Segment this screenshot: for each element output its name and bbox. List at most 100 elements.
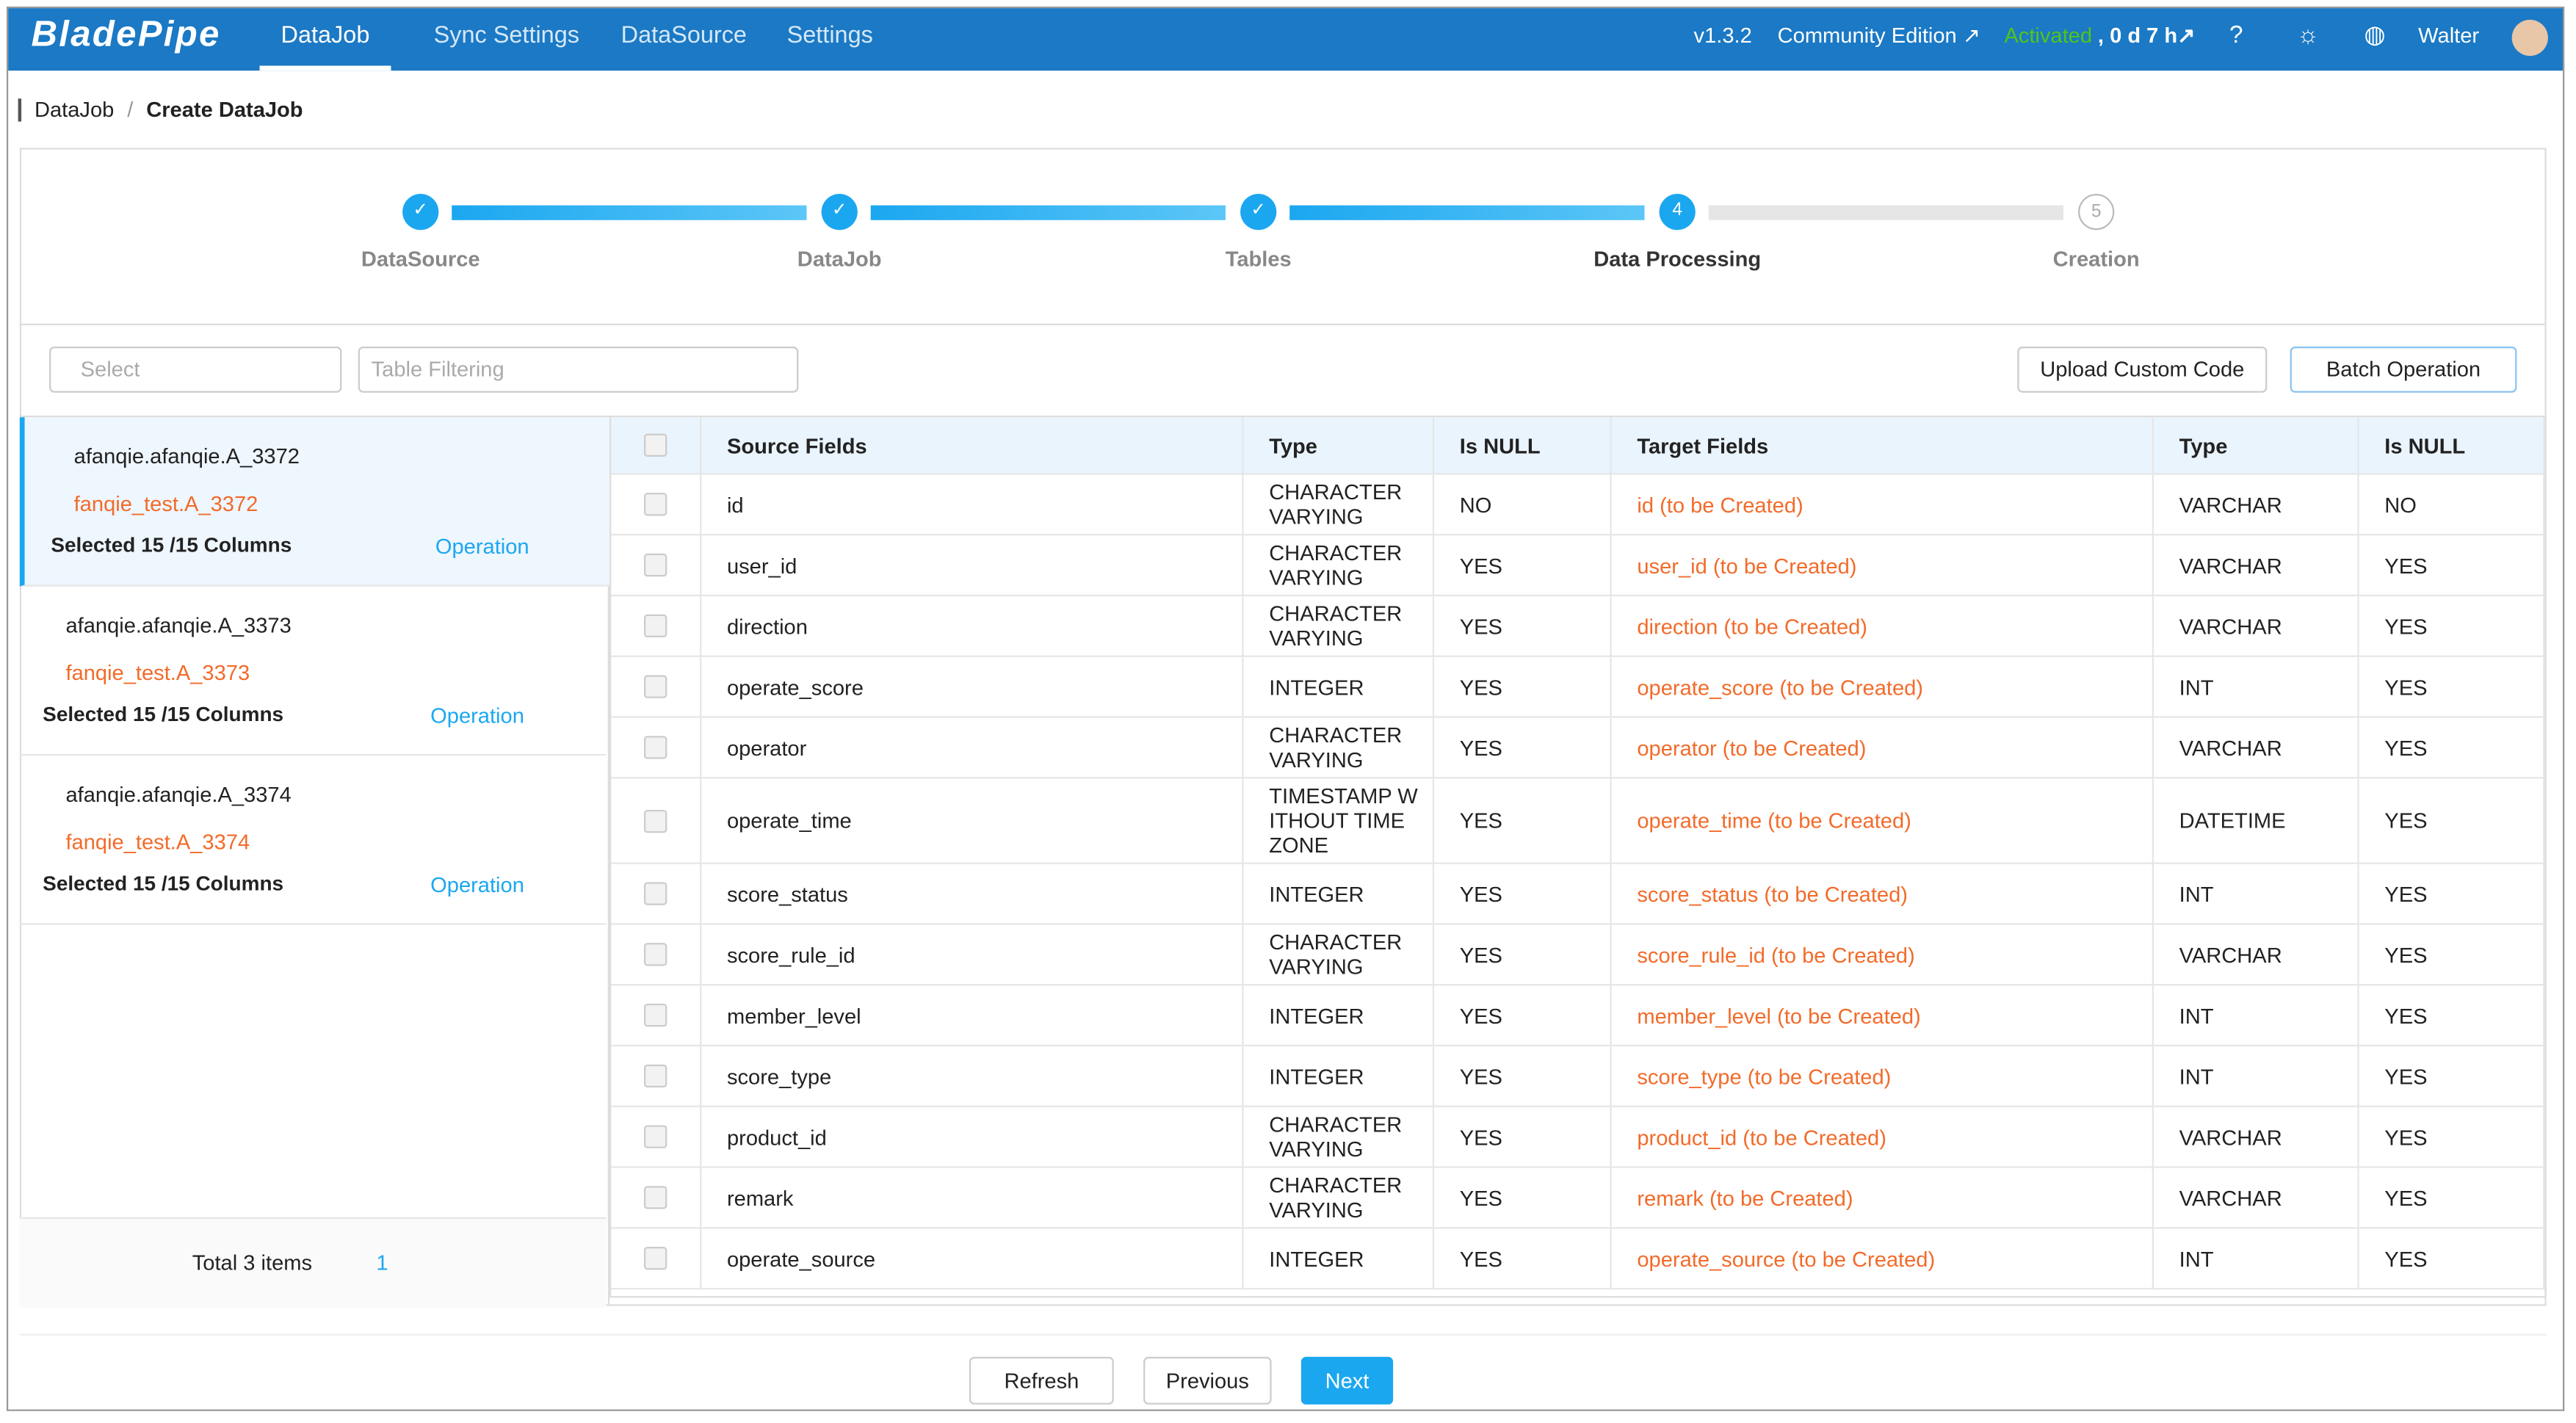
checkbox[interactable] [643, 1125, 667, 1148]
cell: product_id [700, 1106, 1243, 1168]
step-label: Creation [2052, 246, 2140, 272]
step-label: DataJob [797, 246, 882, 272]
source-table: afanqie.afanqie.A_3374 [65, 781, 292, 807]
cell: YES [2357, 924, 2544, 986]
checkbox[interactable] [643, 882, 667, 905]
checkbox[interactable] [643, 433, 667, 457]
operation-link[interactable]: Operation [435, 534, 529, 559]
checkbox[interactable] [643, 614, 667, 638]
table-item[interactable]: afanqie.afanqie.A_3373 fanqie_test.A_3373… [19, 587, 607, 756]
cell: operate_time [700, 778, 1243, 864]
step-icon: 4 [1659, 193, 1696, 231]
cell: YES [1432, 1167, 1611, 1229]
selected-count: Selected 15 /15 Columns [43, 703, 284, 726]
cell: user_id (to be Created) [1610, 535, 2153, 597]
checkbox-cell [611, 1106, 701, 1168]
edition[interactable]: Community Edition ↗ [1777, 23, 1981, 48]
target-table: fanqie_test.A_3373 [65, 660, 250, 685]
cell: INTEGER [1242, 985, 1433, 1047]
nav-item[interactable]: DataSource [621, 23, 747, 50]
field-table: Source Fields Type Is NULL Target Fields Typ… [609, 416, 2547, 1298]
checkbox[interactable] [643, 808, 667, 833]
cell: INT [2152, 656, 2359, 718]
checkbox[interactable] [643, 943, 667, 966]
header-cell: Target Fields [1610, 417, 2153, 475]
activated: Activated [2004, 23, 2093, 48]
nav-item[interactable]: DataJob [259, 8, 391, 71]
cell: YES [2357, 1167, 2544, 1229]
cell: VARCHAR [2152, 474, 2359, 536]
operation-link[interactable]: Operation [430, 703, 524, 728]
refresh-button[interactable]: Refresh [969, 1356, 1114, 1405]
batch-button[interactable]: Batch Operation [2290, 347, 2517, 393]
icon[interactable]: ◍ [2364, 21, 2386, 50]
icon[interactable]: ? [2229, 21, 2243, 50]
cell: user_id [700, 535, 1243, 597]
checkbox[interactable] [643, 1064, 667, 1088]
divider [19, 323, 2547, 325]
table-item[interactable]: afanqie.afanqie.A_3374 fanqie_test.A_3374… [19, 756, 607, 925]
cell: score_rule_id [700, 924, 1243, 986]
cell: score_status [700, 863, 1243, 925]
cell: YES [2357, 656, 2544, 718]
table-list: afanqie.afanqie.A_3372 fanqie_test.A_3372… [19, 416, 612, 1308]
cell: YES [1432, 535, 1611, 597]
separator: / [127, 96, 134, 122]
checkbox[interactable] [643, 1003, 667, 1027]
table-item[interactable]: afanqie.afanqie.A_3372 fanqie_test.A_3372… [19, 417, 612, 587]
cell: score_type (to be Created) [1610, 1045, 2153, 1107]
table-filter-input[interactable]: Table Filtering [358, 347, 799, 393]
checkbox[interactable] [643, 675, 667, 698]
checkbox[interactable] [643, 493, 667, 516]
table: Source Fields Type Is NULL Target Fields Typ… [611, 417, 2544, 1290]
user[interactable]: Walter [2418, 23, 2480, 48]
operation-link[interactable]: Operation [430, 872, 524, 897]
icon[interactable]: ☼ [2296, 21, 2320, 50]
checkbox[interactable] [643, 553, 667, 577]
cell: YES [1432, 595, 1611, 657]
next-button[interactable]: Next [1300, 1356, 1394, 1405]
cell: INT [2152, 1045, 2359, 1107]
header-cell: Source Fields [700, 417, 1243, 475]
cell: VARCHAR [2152, 1106, 2359, 1168]
checkbox[interactable] [643, 1247, 667, 1270]
table-row: operate_time TIMESTAMP WITHOUT TIME ZONE Y… [611, 778, 2544, 864]
table-row: direction CHARACTER VARYING YES direction (… [611, 595, 2544, 657]
breadcrumb-current: Create DataJob [146, 96, 303, 122]
checkbox-cell [611, 535, 701, 597]
select-input[interactable]: Select [49, 347, 342, 393]
nav-item[interactable]: Settings [786, 23, 873, 50]
checkbox-cell [611, 924, 701, 986]
checkbox[interactable] [643, 1186, 667, 1209]
cell: YES [1432, 778, 1611, 864]
page-number[interactable]: 1 [376, 1250, 388, 1275]
step-connector [1708, 205, 2063, 220]
cell: YES [2357, 1106, 2544, 1168]
table-row: user_id CHARACTER VARYING YES user_id (to b… [611, 535, 2544, 597]
checkbox-cell [611, 656, 701, 718]
header-cell: Is NULL [2357, 417, 2544, 475]
table-row: remark CHARACTER VARYING YES remark (to be … [611, 1167, 2544, 1229]
upload-button[interactable]: Upload Custom Code [2017, 347, 2268, 393]
cell: VARCHAR [2152, 1167, 2359, 1229]
cell: YES [1432, 656, 1611, 718]
cell: INTEGER [1242, 1228, 1433, 1290]
breadcrumb-parent[interactable]: DataJob [34, 96, 115, 122]
checkbox[interactable] [643, 736, 667, 759]
checkbox-cell [611, 1228, 701, 1290]
cell: VARCHAR [2152, 717, 2359, 779]
list-footer [19, 1217, 607, 1308]
table-row: member_level INTEGER YES member_level (to b… [611, 985, 2544, 1047]
cell: operator (to be Created) [1610, 717, 2153, 779]
previous-button[interactable]: Previous [1143, 1356, 1272, 1405]
selected-count: Selected 15 /15 Columns [43, 872, 284, 896]
step-label: Tables [1225, 246, 1292, 272]
nav-item[interactable]: Sync Settings [433, 23, 579, 50]
cell: VARCHAR [2152, 535, 2359, 597]
cell: id (to be Created) [1610, 474, 2153, 536]
avatar[interactable] [2511, 19, 2548, 57]
cell: YES [1432, 863, 1611, 925]
step-connector [870, 205, 1226, 220]
cell: INT [2152, 1228, 2359, 1290]
